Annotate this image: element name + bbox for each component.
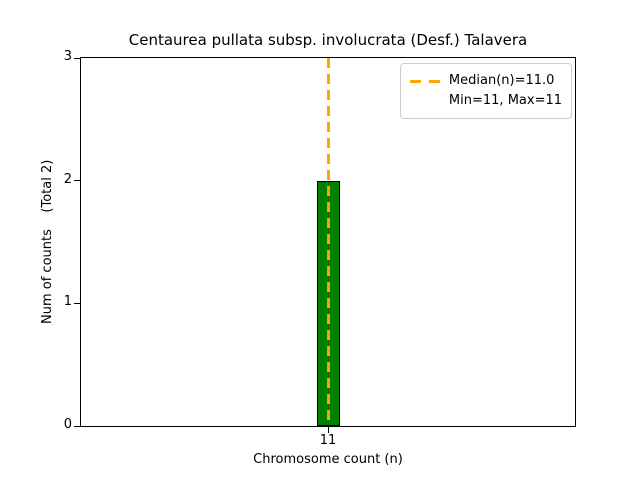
y-tick-mark bbox=[74, 180, 80, 182]
y-tick-label: 2 bbox=[63, 171, 72, 187]
y-tick-mark bbox=[74, 57, 80, 59]
y-axis-label: Num of counts (Total 2) bbox=[40, 159, 55, 325]
legend-entry-minmax: Min=11, Max=11 bbox=[410, 91, 562, 111]
plot-area: Median(n)=11.0 Min=11, Max=11 bbox=[80, 57, 576, 427]
median-dashed-line-icon bbox=[409, 79, 440, 83]
median-line bbox=[326, 58, 330, 426]
y-tick-label: 3 bbox=[63, 49, 72, 64]
y-tick-label: 0 bbox=[63, 417, 72, 432]
x-tick-mark bbox=[327, 427, 329, 433]
legend-marker-spacer bbox=[410, 100, 440, 103]
chart-title: Centaurea pullata subsp. involucrata (De… bbox=[128, 31, 528, 49]
legend-label-median: Median(n)=11.0 bbox=[448, 73, 555, 88]
y-tick-mark bbox=[74, 425, 80, 427]
y-tick-label: 1 bbox=[63, 294, 72, 310]
x-axis-label: Chromosome count (n) bbox=[253, 452, 403, 467]
y-tick-mark bbox=[74, 302, 80, 304]
legend: Median(n)=11.0 Min=11, Max=11 bbox=[399, 63, 572, 119]
x-tick-label: 11 bbox=[319, 433, 337, 448]
legend-entry-median: Median(n)=11.0 bbox=[409, 71, 562, 91]
legend-label-minmax: Min=11, Max=11 bbox=[448, 93, 562, 108]
